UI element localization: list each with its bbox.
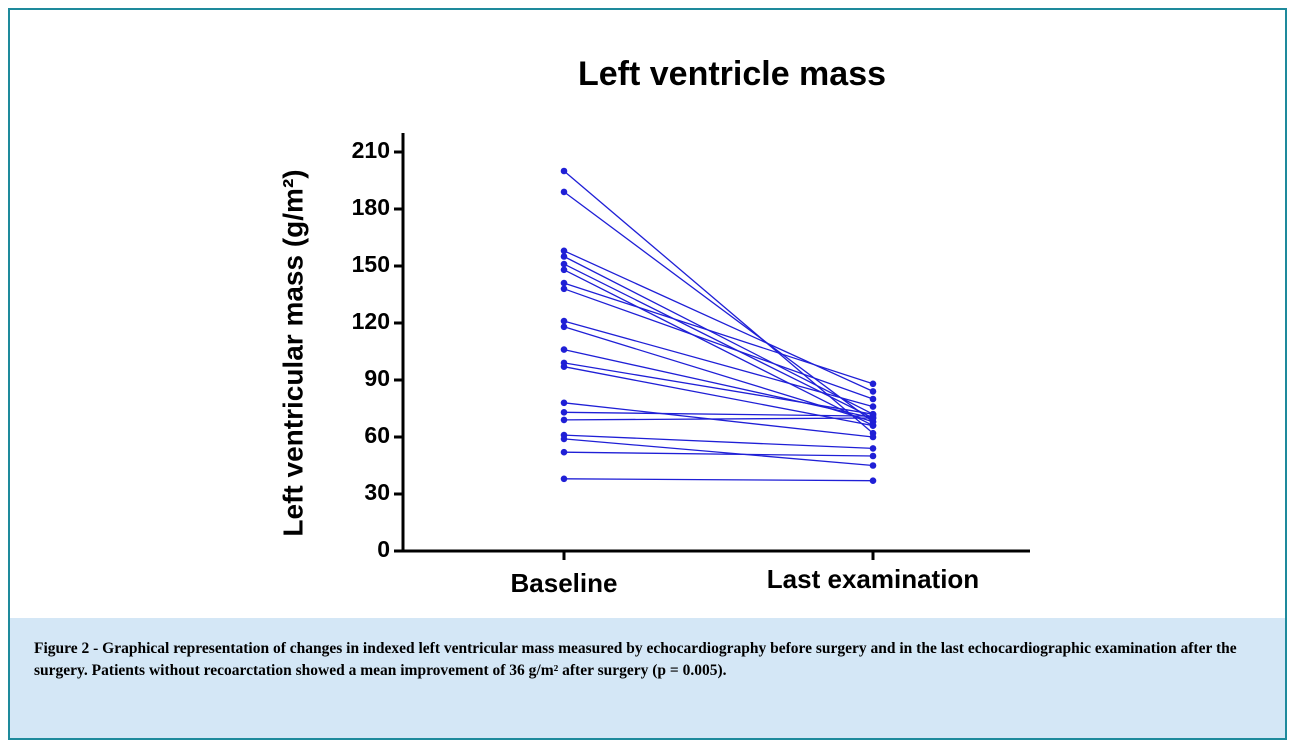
chart: Left ventricle mass Left ventricular mas… [277,55,1030,598]
y-tick-label: 30 [364,479,390,505]
y-tick-label: 210 [352,137,390,163]
pair-line [563,269,874,427]
point [560,266,568,274]
point [560,409,568,416]
y-tick-label: 0 [377,536,390,562]
point [560,416,568,424]
y-tick-label: 90 [364,365,390,391]
y-tick-label: 150 [352,251,390,277]
point [869,433,877,441]
pair-line [563,417,874,421]
pair-line [563,320,874,408]
point [869,445,877,452]
y-axis-label: Left ventricular mass (g/m²) [277,169,308,536]
pair-line [563,288,874,400]
y-tick-label: 60 [364,422,390,448]
point [560,247,568,255]
point [560,260,568,268]
point [869,477,877,485]
pair-line [563,411,874,417]
point [560,188,568,196]
x-tick-label: Baseline [511,568,618,598]
pair-line [563,451,874,457]
point [560,317,568,325]
pair-line [563,250,874,392]
point [560,279,568,287]
point [560,399,568,407]
pair-line [563,348,874,419]
pair-line [563,362,874,415]
point [869,452,877,460]
pair-line [563,478,874,482]
y-tick-label: 180 [352,194,390,220]
point [869,395,877,403]
caption: Figure 2 - Graphical representation of c… [10,618,1285,738]
point [560,285,568,293]
point [560,448,568,456]
point [869,462,877,469]
pair-line [563,282,874,385]
pair-line [563,255,874,415]
point [869,422,877,429]
point [869,403,877,410]
figure-frame: Left ventricle mass Left ventricular mas… [8,8,1287,740]
pair-line [563,438,874,467]
pair-line [563,434,874,450]
point [869,388,877,395]
point [560,435,568,443]
point [560,253,568,260]
x-tick-label: Last examination [767,564,979,594]
point [560,363,568,371]
point [560,167,568,175]
point [869,380,877,388]
pair-line [563,366,874,427]
point [560,323,568,331]
pair-line [563,170,874,434]
point [560,475,568,483]
pair-line [563,402,874,438]
y-tick-label: 120 [352,308,390,334]
chart-title: Left ventricle mass [578,55,886,93]
pair-line [563,191,874,423]
point [869,414,877,422]
point [560,346,568,353]
